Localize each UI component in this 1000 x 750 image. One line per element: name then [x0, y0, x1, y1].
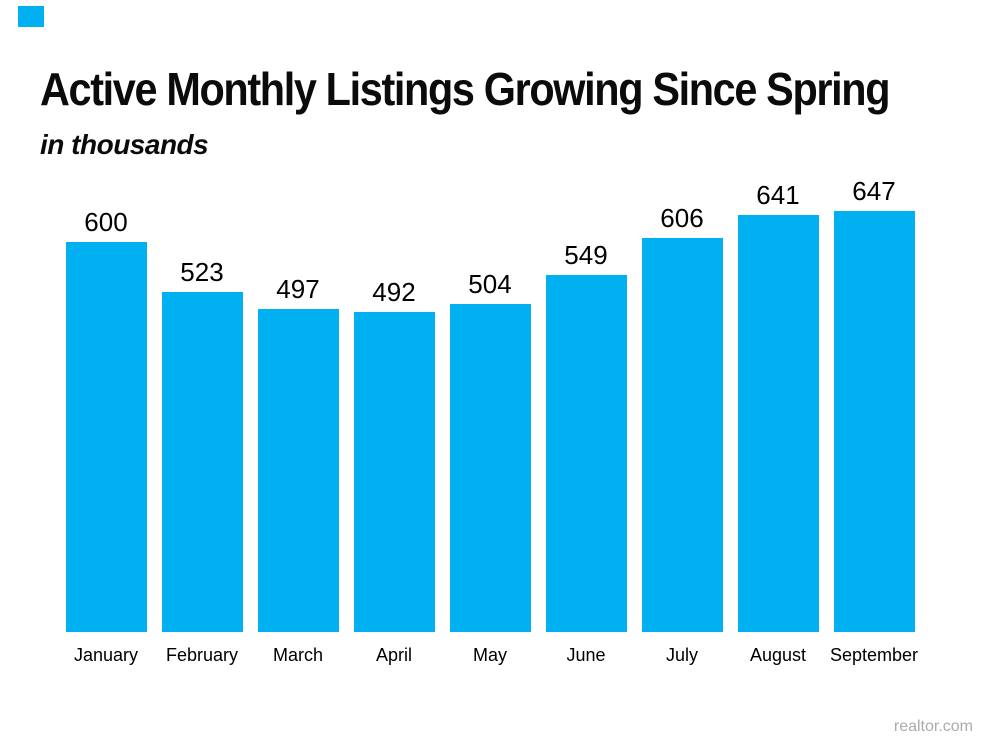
source-attribution: realtor.com: [893, 718, 973, 735]
bar-group: 641: [730, 180, 826, 632]
chart-subtitle: in thousands: [40, 129, 209, 160]
bar-value-label: 504: [468, 269, 512, 299]
bar-group: 504: [442, 180, 538, 632]
bar-group: 497: [250, 180, 346, 632]
bar-value-label: 492: [372, 277, 416, 307]
bar: [545, 275, 627, 632]
bar-group: 606: [634, 180, 730, 632]
bar: [641, 238, 723, 632]
bar: [257, 309, 339, 632]
bar-group: 549: [538, 180, 634, 632]
bar-chart: 600 523 497 492 504 549 606 641 647: [58, 176, 922, 632]
month-label: March: [272, 645, 323, 665]
bar-group: 600: [58, 180, 154, 632]
month-label: May: [472, 645, 507, 665]
month-label: April: [375, 645, 412, 665]
month-label: February: [165, 645, 239, 665]
bar: [161, 292, 243, 632]
month-label: June: [566, 645, 606, 665]
bar: [449, 304, 531, 632]
month-axis: January February March April May June July Augu…: [58, 642, 922, 668]
bar: [353, 312, 435, 632]
bar: [833, 211, 915, 632]
month-label: August: [749, 645, 807, 665]
month-label: January: [73, 645, 139, 665]
bar-group: 647: [826, 176, 922, 632]
brand-accent-square: [18, 6, 44, 27]
bar-group: 492: [346, 180, 442, 632]
month-label: September: [829, 645, 919, 665]
chart-title: Active Monthly Listings Growing Since Sp…: [40, 63, 891, 115]
bar-value-label: 647: [852, 176, 896, 206]
bar: [65, 242, 147, 632]
bar-value-label: 600: [84, 207, 128, 237]
bar-value-label: 523: [180, 257, 224, 287]
bar-value-label: 497: [276, 274, 320, 304]
bar-value-label: 549: [564, 240, 608, 270]
month-label: July: [665, 645, 698, 665]
bar-value-label: 641: [756, 180, 800, 210]
bar-group: 523: [154, 180, 250, 632]
bar: [737, 215, 819, 632]
bar-value-label: 606: [660, 203, 704, 233]
